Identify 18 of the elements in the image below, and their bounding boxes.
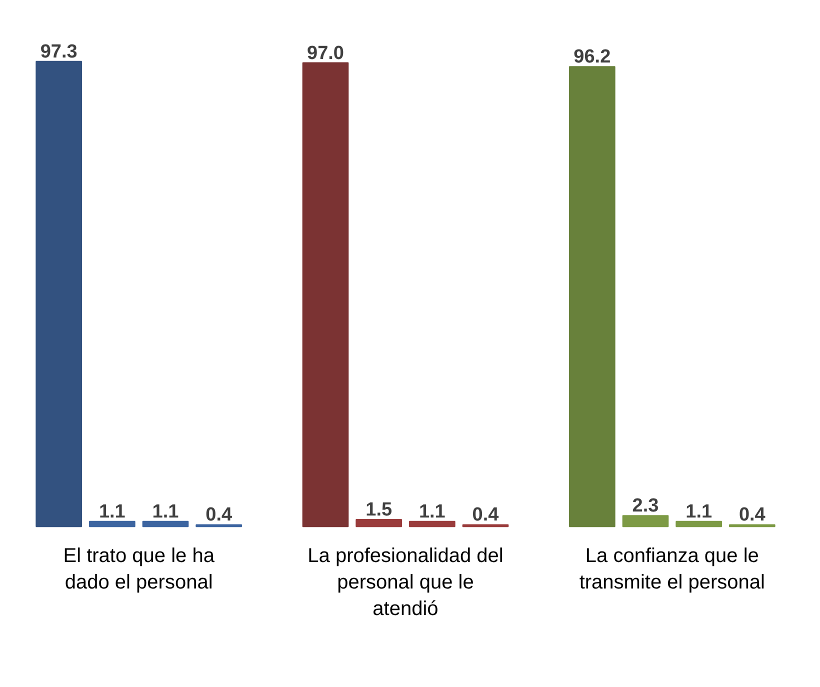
- data-label: 97.3: [40, 41, 78, 62]
- data-label: 96.2: [574, 46, 611, 68]
- x-tick-label: La confianza que le transmite el personal: [579, 545, 765, 594]
- bar: [569, 66, 616, 528]
- data-label: 1.5: [366, 499, 392, 520]
- data-label: 1.1: [152, 501, 180, 522]
- x-tick-label: El trato que le ha dado el personal: [63, 545, 216, 594]
- data-label: 0.4: [472, 504, 500, 526]
- x-tick-label: La profesionalidad del personal que le atendió: [308, 545, 504, 620]
- data-label: 0.4: [206, 504, 232, 526]
- bar: [302, 62, 349, 528]
- data-label: 97.0: [307, 42, 344, 64]
- data-label: 1.1: [98, 501, 126, 522]
- data-label: 2.3: [632, 496, 659, 517]
- data-label: 1.1: [686, 501, 712, 522]
- bar: [36, 60, 82, 528]
- data-label: 0.4: [738, 504, 766, 526]
- data-label: 1.1: [418, 501, 446, 522]
